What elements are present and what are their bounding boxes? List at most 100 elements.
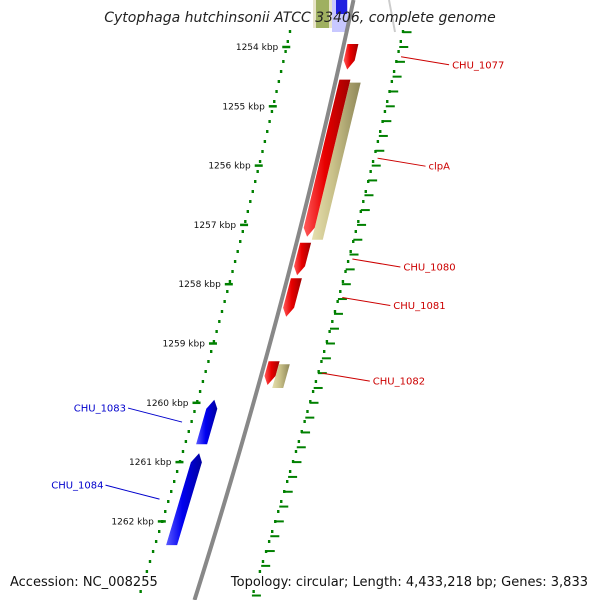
track-dot xyxy=(386,100,389,103)
track-dot xyxy=(193,410,196,413)
track-dot xyxy=(261,150,264,153)
track-dot xyxy=(286,480,289,483)
track-dot xyxy=(233,260,237,263)
track-dot xyxy=(379,130,382,133)
track-dot xyxy=(220,310,224,313)
track-dot xyxy=(328,330,331,333)
track-dot xyxy=(175,470,179,473)
gene-chu-1077 xyxy=(343,44,359,70)
track-dot xyxy=(158,530,161,533)
genome-stats-text: Topology: circular; Length: 4,433,218 bp… xyxy=(228,575,590,590)
track-dot xyxy=(306,410,309,413)
track-dot xyxy=(309,400,312,403)
track-dot xyxy=(317,370,320,373)
gene-label-chu-1084: CHU_1084 xyxy=(51,481,103,492)
track-dot xyxy=(196,400,199,403)
track-dot xyxy=(277,510,280,513)
track-dot xyxy=(252,590,255,593)
track-dot xyxy=(392,70,396,73)
track-dot xyxy=(215,330,218,333)
axis-tick-label: 1261 kbp xyxy=(129,458,172,468)
map-title: Cytophaga hutchinsonii ATCC 33406, compl… xyxy=(104,10,496,26)
other-feature xyxy=(311,82,361,240)
track-dot xyxy=(263,140,267,143)
gene-leader-line xyxy=(400,56,450,66)
axis-tick-label: 1256 kbp xyxy=(208,162,251,172)
track-dot xyxy=(320,360,323,363)
track-dot xyxy=(151,550,155,553)
gene-chu-1083 xyxy=(196,399,218,445)
track-dot xyxy=(212,340,216,343)
track-dot xyxy=(170,490,173,493)
track-dot xyxy=(258,570,262,573)
track-dot xyxy=(267,540,271,543)
track-dot xyxy=(266,130,269,133)
track-dot xyxy=(371,160,375,163)
track-dot xyxy=(280,500,283,503)
axis-tick-label: 1258 kbp xyxy=(178,280,221,290)
track-dot xyxy=(399,40,402,43)
track-dot xyxy=(286,40,289,43)
track-dot xyxy=(346,260,350,263)
track-dot xyxy=(331,320,334,323)
partial-gene-top-reverse-core xyxy=(336,0,347,14)
track-dot xyxy=(246,210,250,213)
gene-label-chu-1082: CHU_1082 xyxy=(373,377,425,388)
track-dot xyxy=(284,50,287,53)
axis-tick-label: 1259 kbp xyxy=(163,340,206,350)
track-dot xyxy=(288,470,292,473)
track-dot xyxy=(390,80,394,83)
track-dot xyxy=(218,320,221,323)
track-dot xyxy=(204,370,207,373)
axis-tick-label: 1255 kbp xyxy=(222,102,265,112)
axis-tick-label: 1257 kbp xyxy=(194,221,237,231)
track-dot xyxy=(228,280,232,283)
gene-leader-line xyxy=(105,484,160,500)
track-dot xyxy=(254,180,257,183)
track-dot xyxy=(336,300,339,303)
gene-chu-1084 xyxy=(166,453,202,546)
track-dot xyxy=(369,170,372,173)
track-dot xyxy=(364,190,367,193)
track-dot xyxy=(344,270,347,273)
accession-text: Accession: NC_008255 xyxy=(8,575,160,590)
track-dot xyxy=(261,560,265,563)
gene-leader-line xyxy=(352,258,401,268)
track-dot xyxy=(190,420,193,423)
track-dot xyxy=(167,500,170,503)
track-dot xyxy=(273,100,276,103)
gene-label-chu-1077: CHU_1077 xyxy=(452,60,504,71)
gene-leader-line xyxy=(321,372,370,382)
track-dot xyxy=(258,160,262,163)
track-dot xyxy=(288,30,292,33)
track-dot xyxy=(239,240,242,243)
track-dot xyxy=(244,220,247,223)
track-dot xyxy=(279,70,283,73)
axis-tick-label: 1254 kbp xyxy=(236,43,279,53)
track-dot xyxy=(241,230,244,233)
gene-chu-1082 xyxy=(264,361,280,385)
track-dot xyxy=(231,270,234,273)
track-dot xyxy=(362,200,365,203)
track-dot xyxy=(282,60,285,63)
track-dot xyxy=(249,200,252,203)
track-dot xyxy=(184,440,188,443)
track-dot xyxy=(333,310,337,313)
other-feature xyxy=(272,364,290,388)
track-dot xyxy=(148,560,152,563)
track-dot xyxy=(352,240,355,243)
track-dot xyxy=(349,250,352,253)
track-dot xyxy=(341,280,345,283)
track-dot xyxy=(294,450,298,453)
gene-leader-line xyxy=(127,407,183,423)
track-dot xyxy=(397,50,400,53)
gene-label-chu-1081: CHU_1081 xyxy=(393,301,445,312)
track-dot xyxy=(198,390,202,393)
axis-tick-label: 1262 kbp xyxy=(111,517,154,527)
track-dot xyxy=(311,390,315,393)
tick-track-left xyxy=(139,30,292,593)
track-dot xyxy=(322,350,326,353)
gene-leader-line xyxy=(342,297,391,307)
gene-label-chu-1080: CHU_1080 xyxy=(403,262,455,273)
